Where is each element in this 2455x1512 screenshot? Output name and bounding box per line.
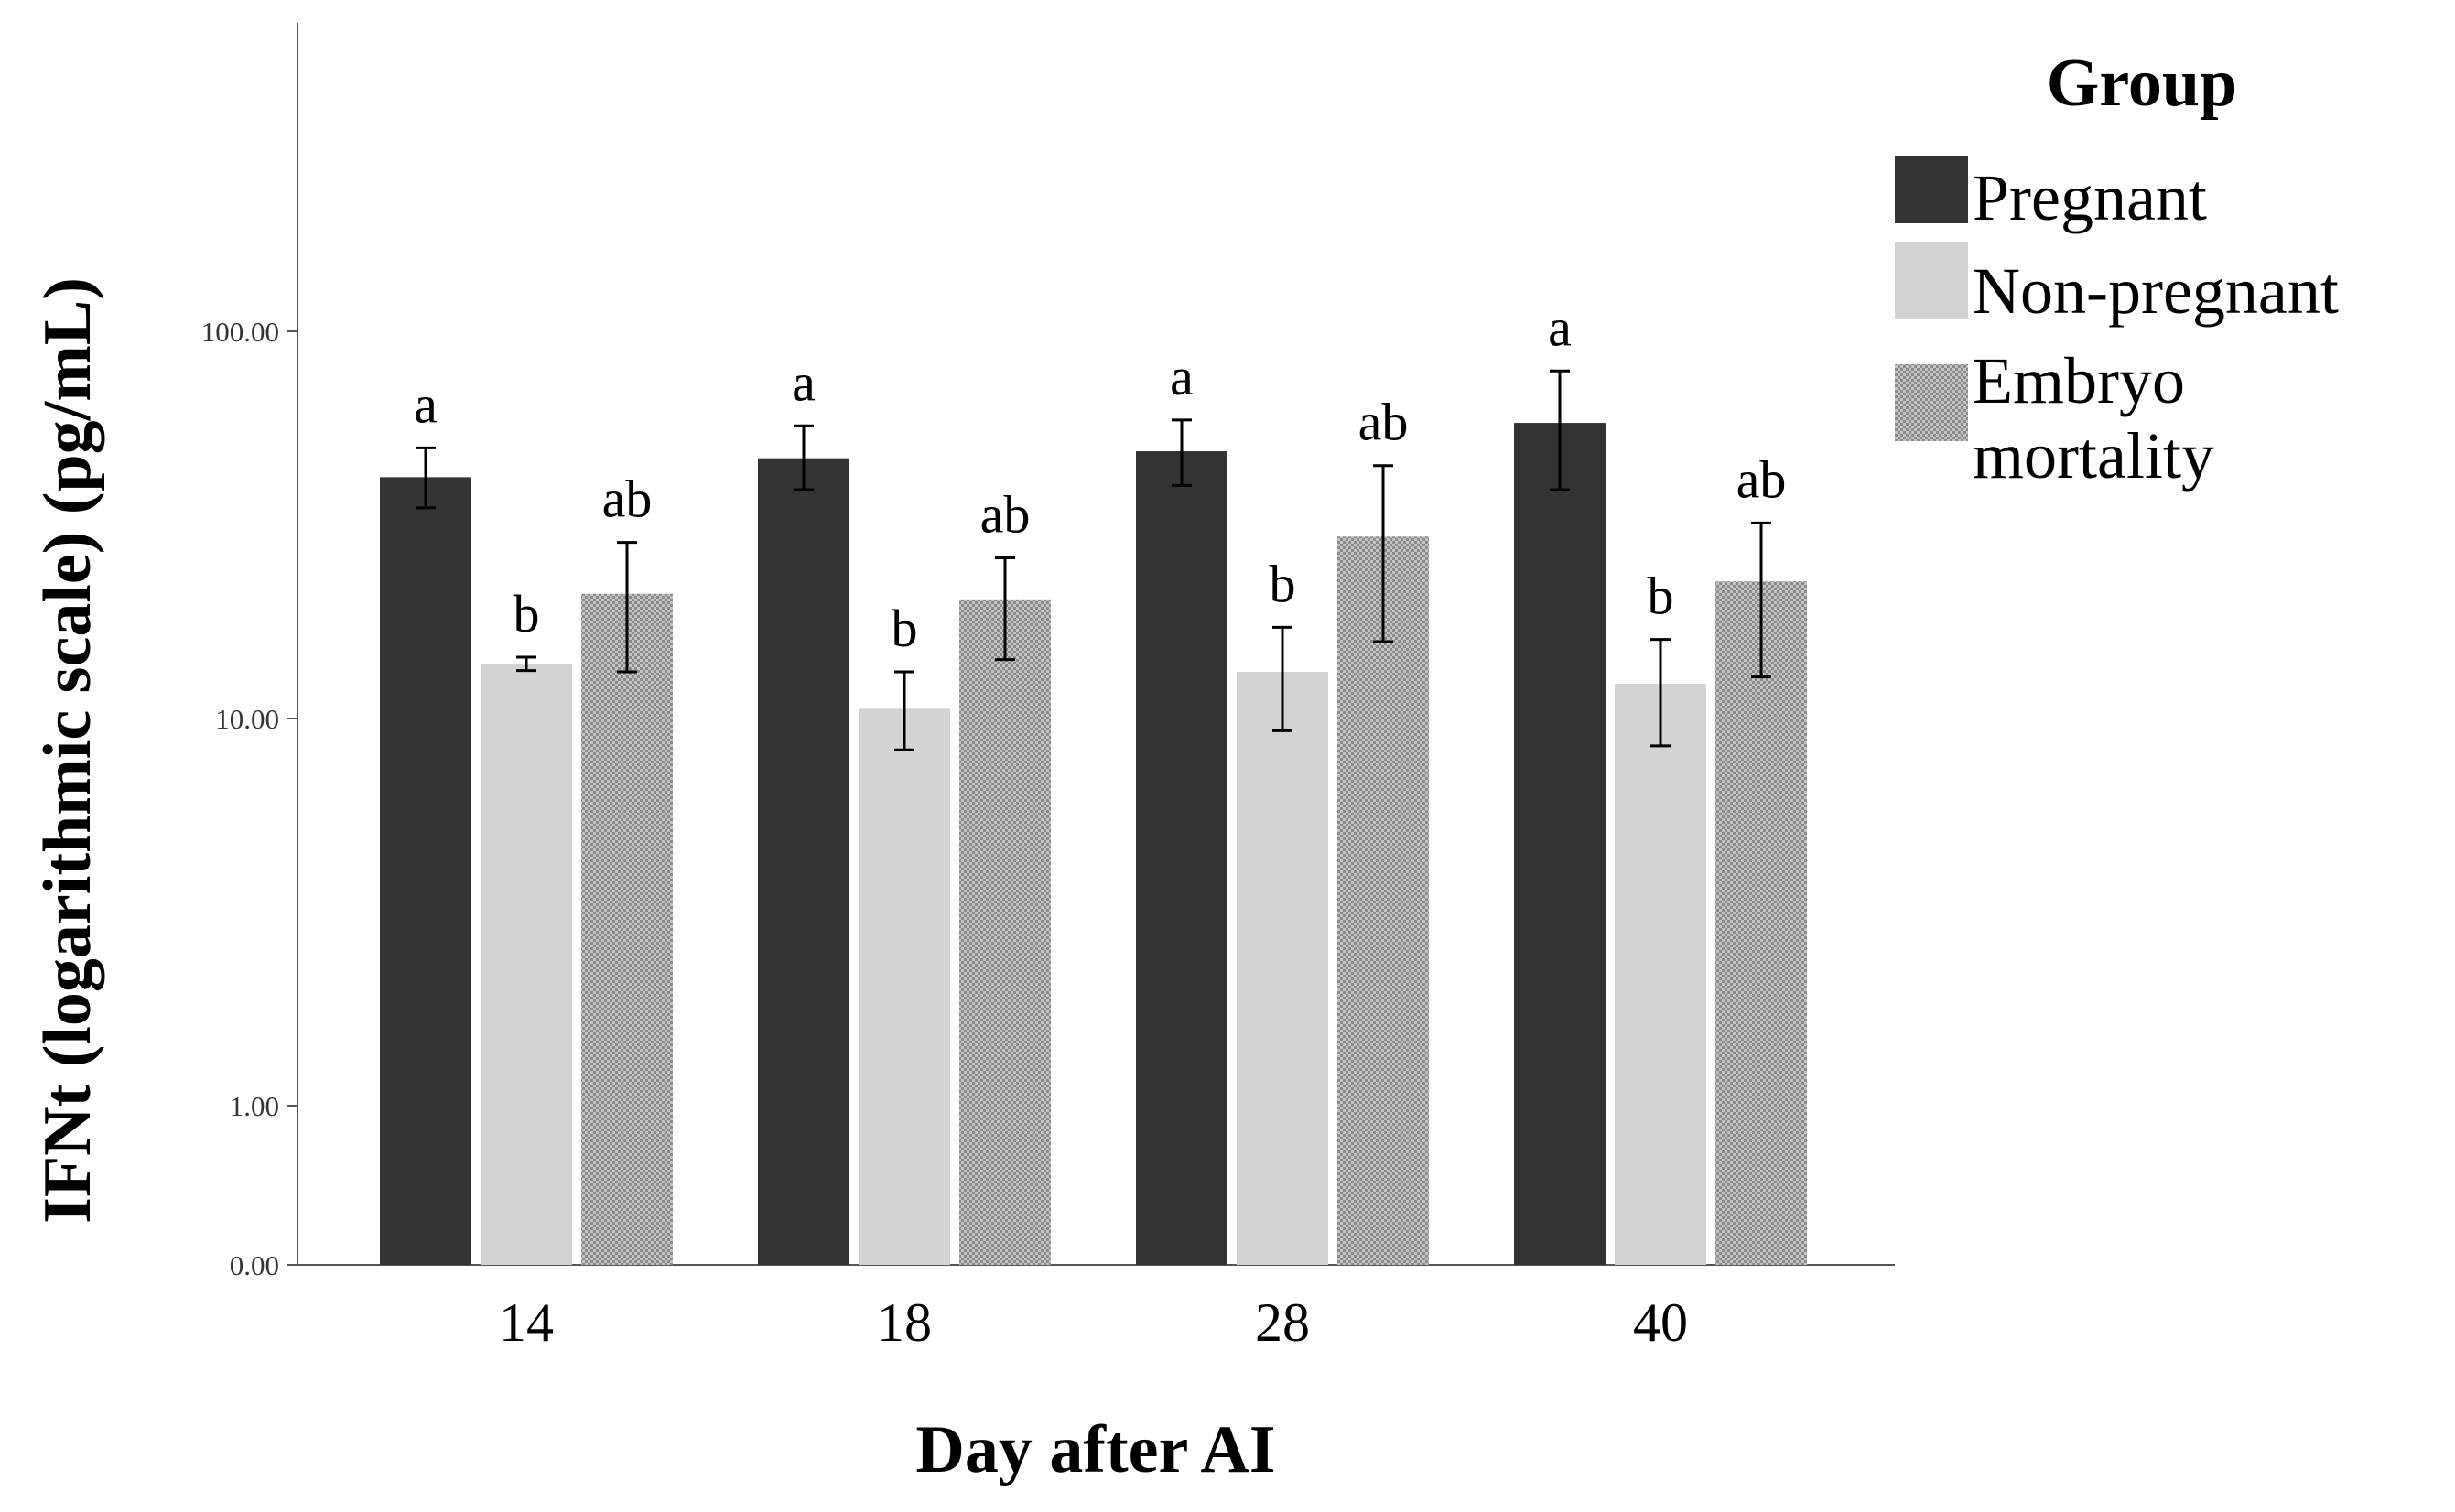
bar-embryo-mortality-28 [1337,536,1429,1265]
significance-label: a [1548,297,1572,357]
legend-label-embryo-mortality: Embryo mortality [1973,344,2214,492]
significance-label: b [514,584,540,643]
legend: Group Pregnant Non-pregnant Embryo mortalit… [1895,46,2339,492]
bar-pregnant-14 [380,477,471,1265]
bar-embryo-mortality-14 [581,593,673,1265]
significance-label: a [414,374,438,434]
legend-swatch-non-pregnant [1895,242,1968,319]
legend-swatch-pregnant [1895,156,1968,223]
legend-label-non-pregnant: Non-pregnant [1973,254,2339,328]
bar-embryo-mortality-18 [959,599,1051,1265]
significance-label: b [892,599,918,658]
significance-label: ab [1736,449,1787,509]
bar-non-pregnant-28 [1237,671,1328,1265]
significance-label: a [792,352,816,412]
bar-embryo-mortality-40 [1715,581,1807,1265]
bar-pregnant-28 [1136,451,1228,1265]
x-axis-title: Day after AI [915,1412,1275,1487]
significance-label: b [1648,567,1674,626]
x-tick-label: 40 [1633,1292,1688,1353]
y-axis-title: IFNt (logarithmic scale) (pg/mL) [30,277,105,1224]
error-bars [416,369,1771,751]
x-tick-label: 28 [1255,1292,1310,1353]
significance-label: ab [602,470,653,529]
y-tick-label: 10.00 [215,703,279,735]
y-tick-label: 1.00 [230,1090,279,1122]
significance-label: b [1270,554,1296,613]
y-ticks: 0.00 1.00 10.00 100.00 [201,316,297,1281]
y-tick-label: 100.00 [201,316,279,348]
x-tick-label: 18 [877,1292,932,1353]
legend-title: Group [2047,46,2237,121]
significance-label: a [1170,347,1194,406]
legend-swatch-embryo-mortality [1895,364,1968,441]
category-labels: 14 18 28 40 [499,1292,1688,1353]
bar-non-pregnant-18 [859,708,950,1265]
bar-non-pregnant-14 [481,664,572,1265]
y-tick-label: 0.00 [230,1249,279,1281]
significance-label: ab [1358,393,1409,452]
bar-pregnant-40 [1514,423,1606,1265]
legend-label-pregnant: Pregnant [1973,161,2207,234]
bar-pregnant-18 [758,458,849,1265]
significance-label: ab [980,484,1031,544]
x-tick-label: 14 [499,1292,554,1353]
bar-non-pregnant-40 [1615,683,1706,1265]
bars [380,423,1807,1265]
